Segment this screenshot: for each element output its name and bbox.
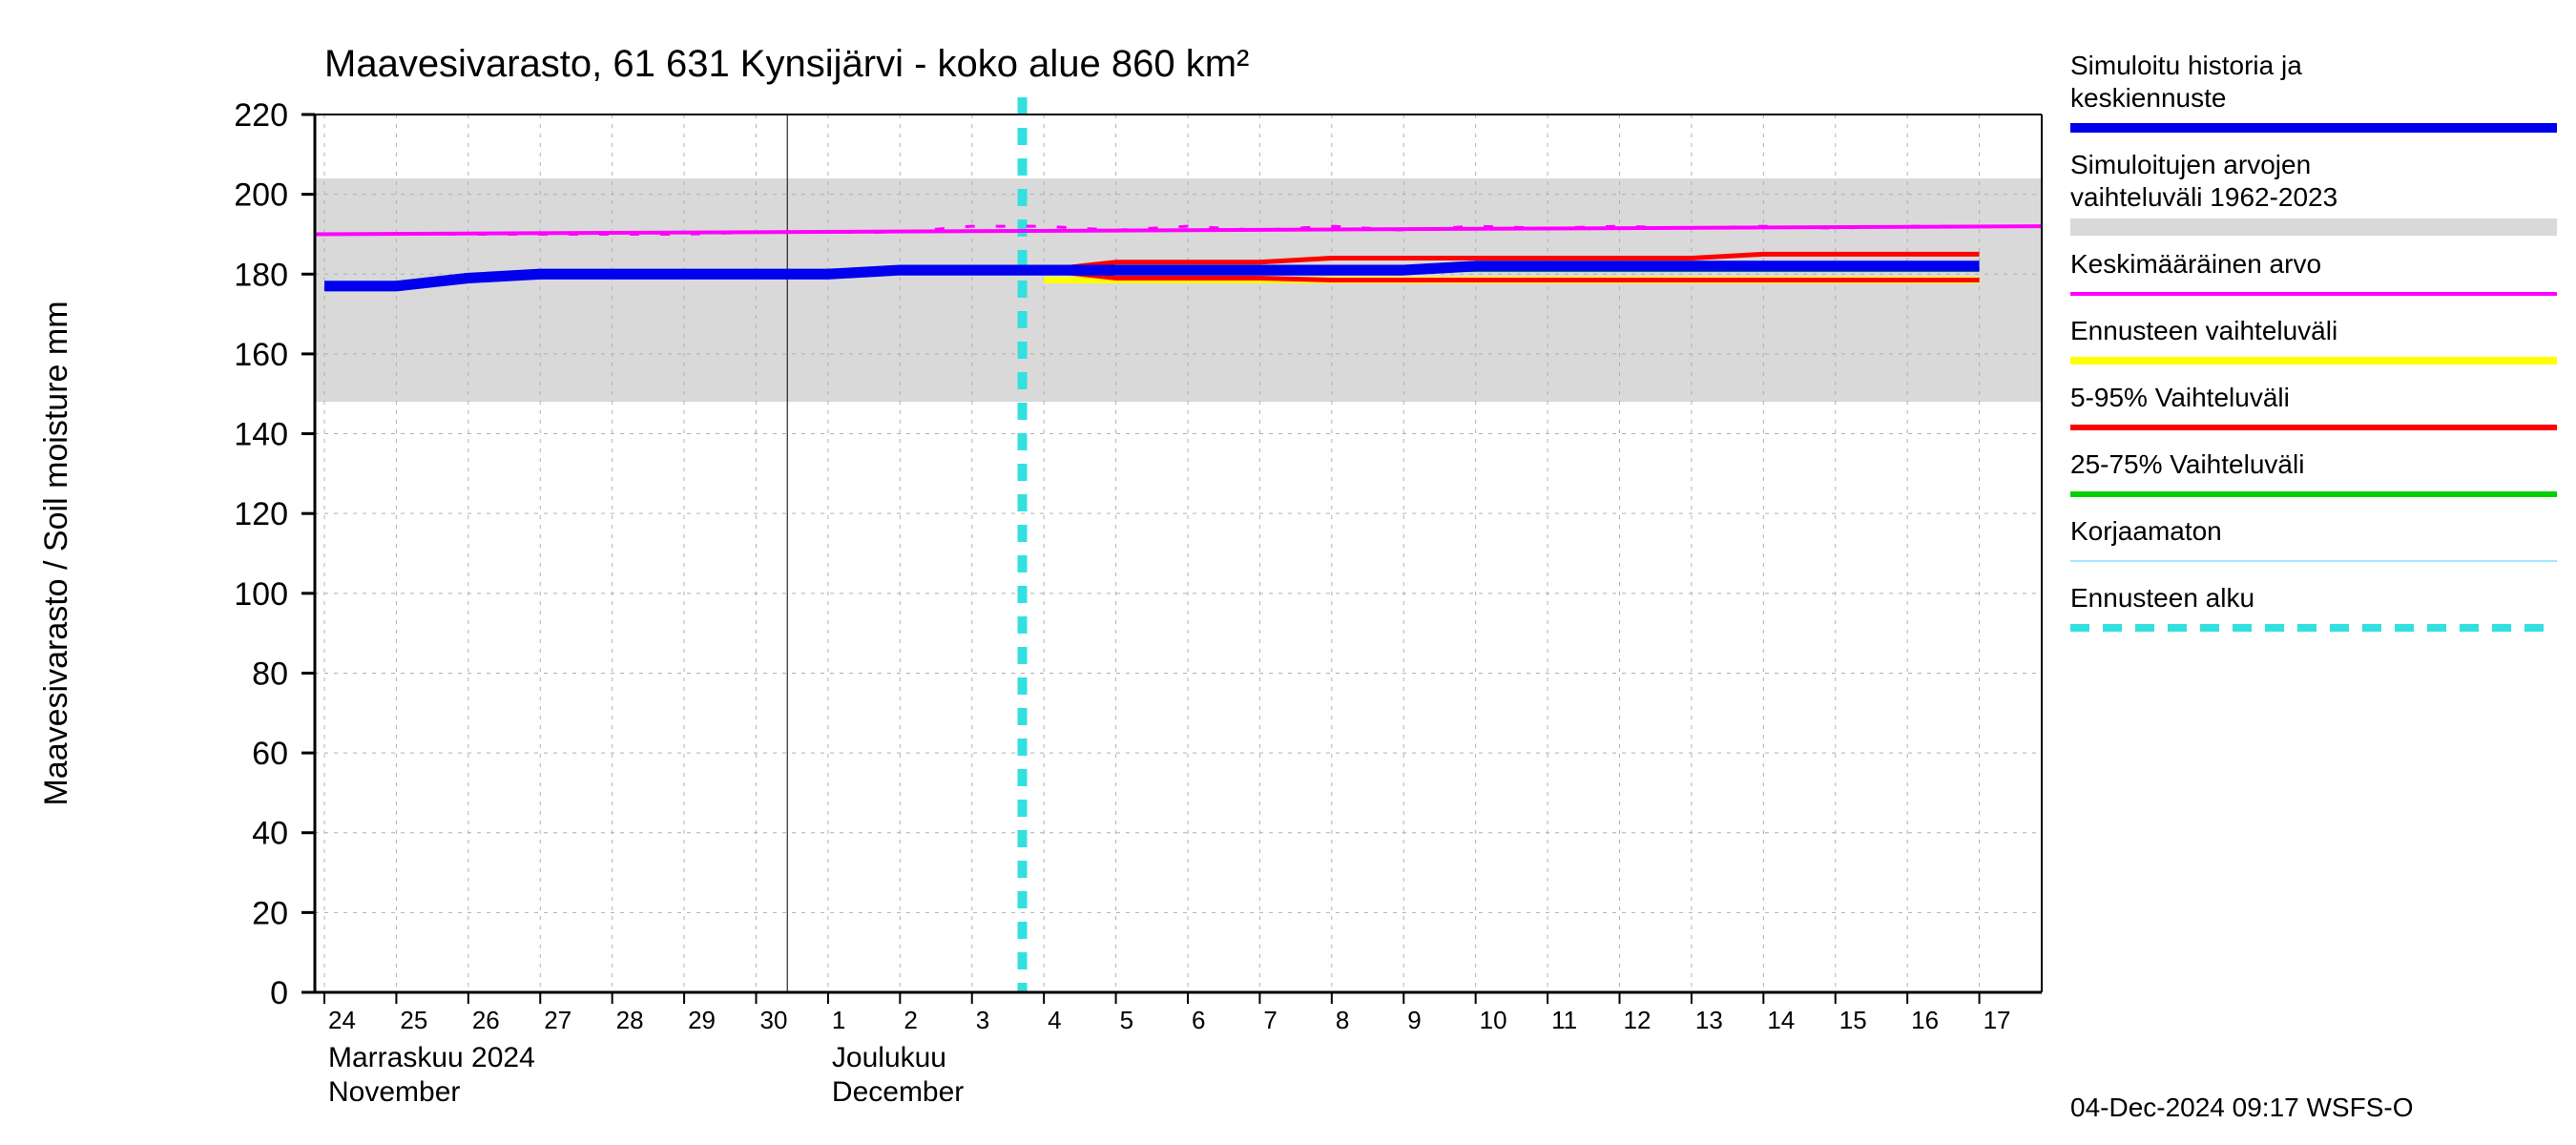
xtick-label: 29 xyxy=(688,1006,716,1034)
xtick-label: 6 xyxy=(1192,1006,1205,1034)
legend-label: Ennusteen alku xyxy=(2070,583,2254,613)
xtick-label: 13 xyxy=(1695,1006,1723,1034)
month-label-en: December xyxy=(832,1076,964,1108)
xtick-label: 15 xyxy=(1839,1006,1867,1034)
ytick-label: 120 xyxy=(234,496,288,532)
chart-container: 0204060801001201401601802002202425262728… xyxy=(0,0,2576,1145)
xtick-label: 25 xyxy=(400,1006,427,1034)
month-label-en: November xyxy=(328,1076,460,1108)
xtick-label: 10 xyxy=(1480,1006,1507,1034)
legend-label: 5-95% Vaihteluväli xyxy=(2070,383,2290,412)
legend-label: Keskimääräinen arvo xyxy=(2070,249,2321,279)
ytick-label: 0 xyxy=(270,975,288,1011)
xtick-label: 8 xyxy=(1336,1006,1349,1034)
xtick-label: 3 xyxy=(976,1006,989,1034)
xtick-label: 26 xyxy=(472,1006,500,1034)
y-axis-label: Maavesivarasto / Soil moisture mm xyxy=(38,301,74,805)
xtick-label: 11 xyxy=(1551,1006,1577,1034)
xtick-label: 9 xyxy=(1407,1006,1421,1034)
xtick-label: 16 xyxy=(1911,1006,1939,1034)
historical-range-band xyxy=(315,178,2042,402)
ytick-label: 40 xyxy=(252,816,288,852)
ytick-label: 200 xyxy=(234,177,288,214)
ytick-label: 160 xyxy=(234,337,288,373)
xtick-label: 30 xyxy=(760,1006,788,1034)
xtick-label: 1 xyxy=(832,1006,845,1034)
chart-title: Maavesivarasto, 61 631 Kynsijärvi - koko… xyxy=(324,43,1249,85)
xtick-label: 14 xyxy=(1767,1006,1795,1034)
legend-label: vaihteluväli 1962-2023 xyxy=(2070,182,2337,212)
xtick-label: 12 xyxy=(1624,1006,1652,1034)
ytick-label: 180 xyxy=(234,257,288,293)
legend-label: Korjaamaton xyxy=(2070,516,2222,546)
xtick-label: 17 xyxy=(1984,1006,2011,1034)
legend-label: Simuloitujen arvojen xyxy=(2070,150,2311,179)
xtick-label: 28 xyxy=(616,1006,644,1034)
legend-label: 25-75% Vaihteluväli xyxy=(2070,449,2304,479)
xtick-label: 7 xyxy=(1263,1006,1277,1034)
xtick-label: 5 xyxy=(1120,1006,1133,1034)
legend-label: Simuloitu historia ja xyxy=(2070,51,2302,80)
ytick-label: 60 xyxy=(252,736,288,772)
chart-svg: 0204060801001201401601802002202425262728… xyxy=(0,0,2576,1145)
chart-footer: 04-Dec-2024 09:17 WSFS-O xyxy=(2070,1093,2414,1122)
ytick-label: 20 xyxy=(252,895,288,931)
month-label-fi: Joulukuu xyxy=(832,1042,946,1073)
legend-label: Ennusteen vaihteluväli xyxy=(2070,316,2337,345)
ytick-label: 100 xyxy=(234,576,288,613)
ytick-label: 140 xyxy=(234,417,288,453)
xtick-label: 2 xyxy=(904,1006,917,1034)
xtick-label: 24 xyxy=(328,1006,356,1034)
legend-label: keskiennuste xyxy=(2070,83,2226,113)
month-label-fi: Marraskuu 2024 xyxy=(328,1042,535,1073)
xtick-label: 27 xyxy=(544,1006,571,1034)
ytick-label: 220 xyxy=(234,97,288,134)
ytick-label: 80 xyxy=(252,656,288,692)
xtick-label: 4 xyxy=(1048,1006,1061,1034)
